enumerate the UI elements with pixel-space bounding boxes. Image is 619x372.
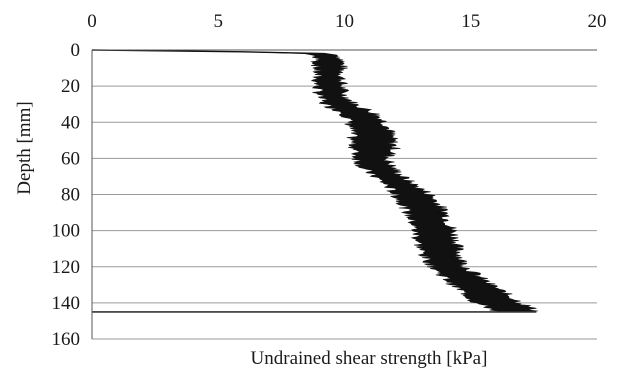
surface-curve [91, 49, 337, 57]
x-axis-title: Undrained shear strength [kPa] [251, 348, 488, 369]
y-tick-label-40: 40 [61, 112, 80, 133]
grid-lines [92, 85, 597, 340]
x-tick-label-10: 10 [335, 11, 354, 32]
y-tick-label-140: 140 [52, 293, 81, 314]
shear-strength-band [91, 49, 539, 312]
axes [91, 49, 597, 339]
x-tick-label-20: 20 [588, 11, 607, 32]
y-axis-title: Depth [mm] [14, 101, 35, 194]
x-tick-label-5: 5 [214, 11, 224, 32]
y-tick-label-20: 20 [61, 76, 80, 97]
y-tick-label-120: 120 [52, 257, 81, 278]
x-tick-labels: 0 5 10 15 20 [87, 11, 606, 32]
y-tick-label-100: 100 [52, 221, 81, 242]
series-layer [91, 49, 539, 313]
y-tick-labels: 0 20 40 60 80 100 120 140 160 [52, 40, 81, 350]
x-tick-label-15: 15 [461, 11, 480, 32]
y-tick-label-0: 0 [71, 40, 81, 61]
y-tick-label-80: 80 [61, 185, 80, 206]
x-tick-label-0: 0 [87, 11, 97, 32]
y-tick-label-160: 160 [52, 329, 81, 350]
y-tick-label-60: 60 [61, 148, 80, 169]
